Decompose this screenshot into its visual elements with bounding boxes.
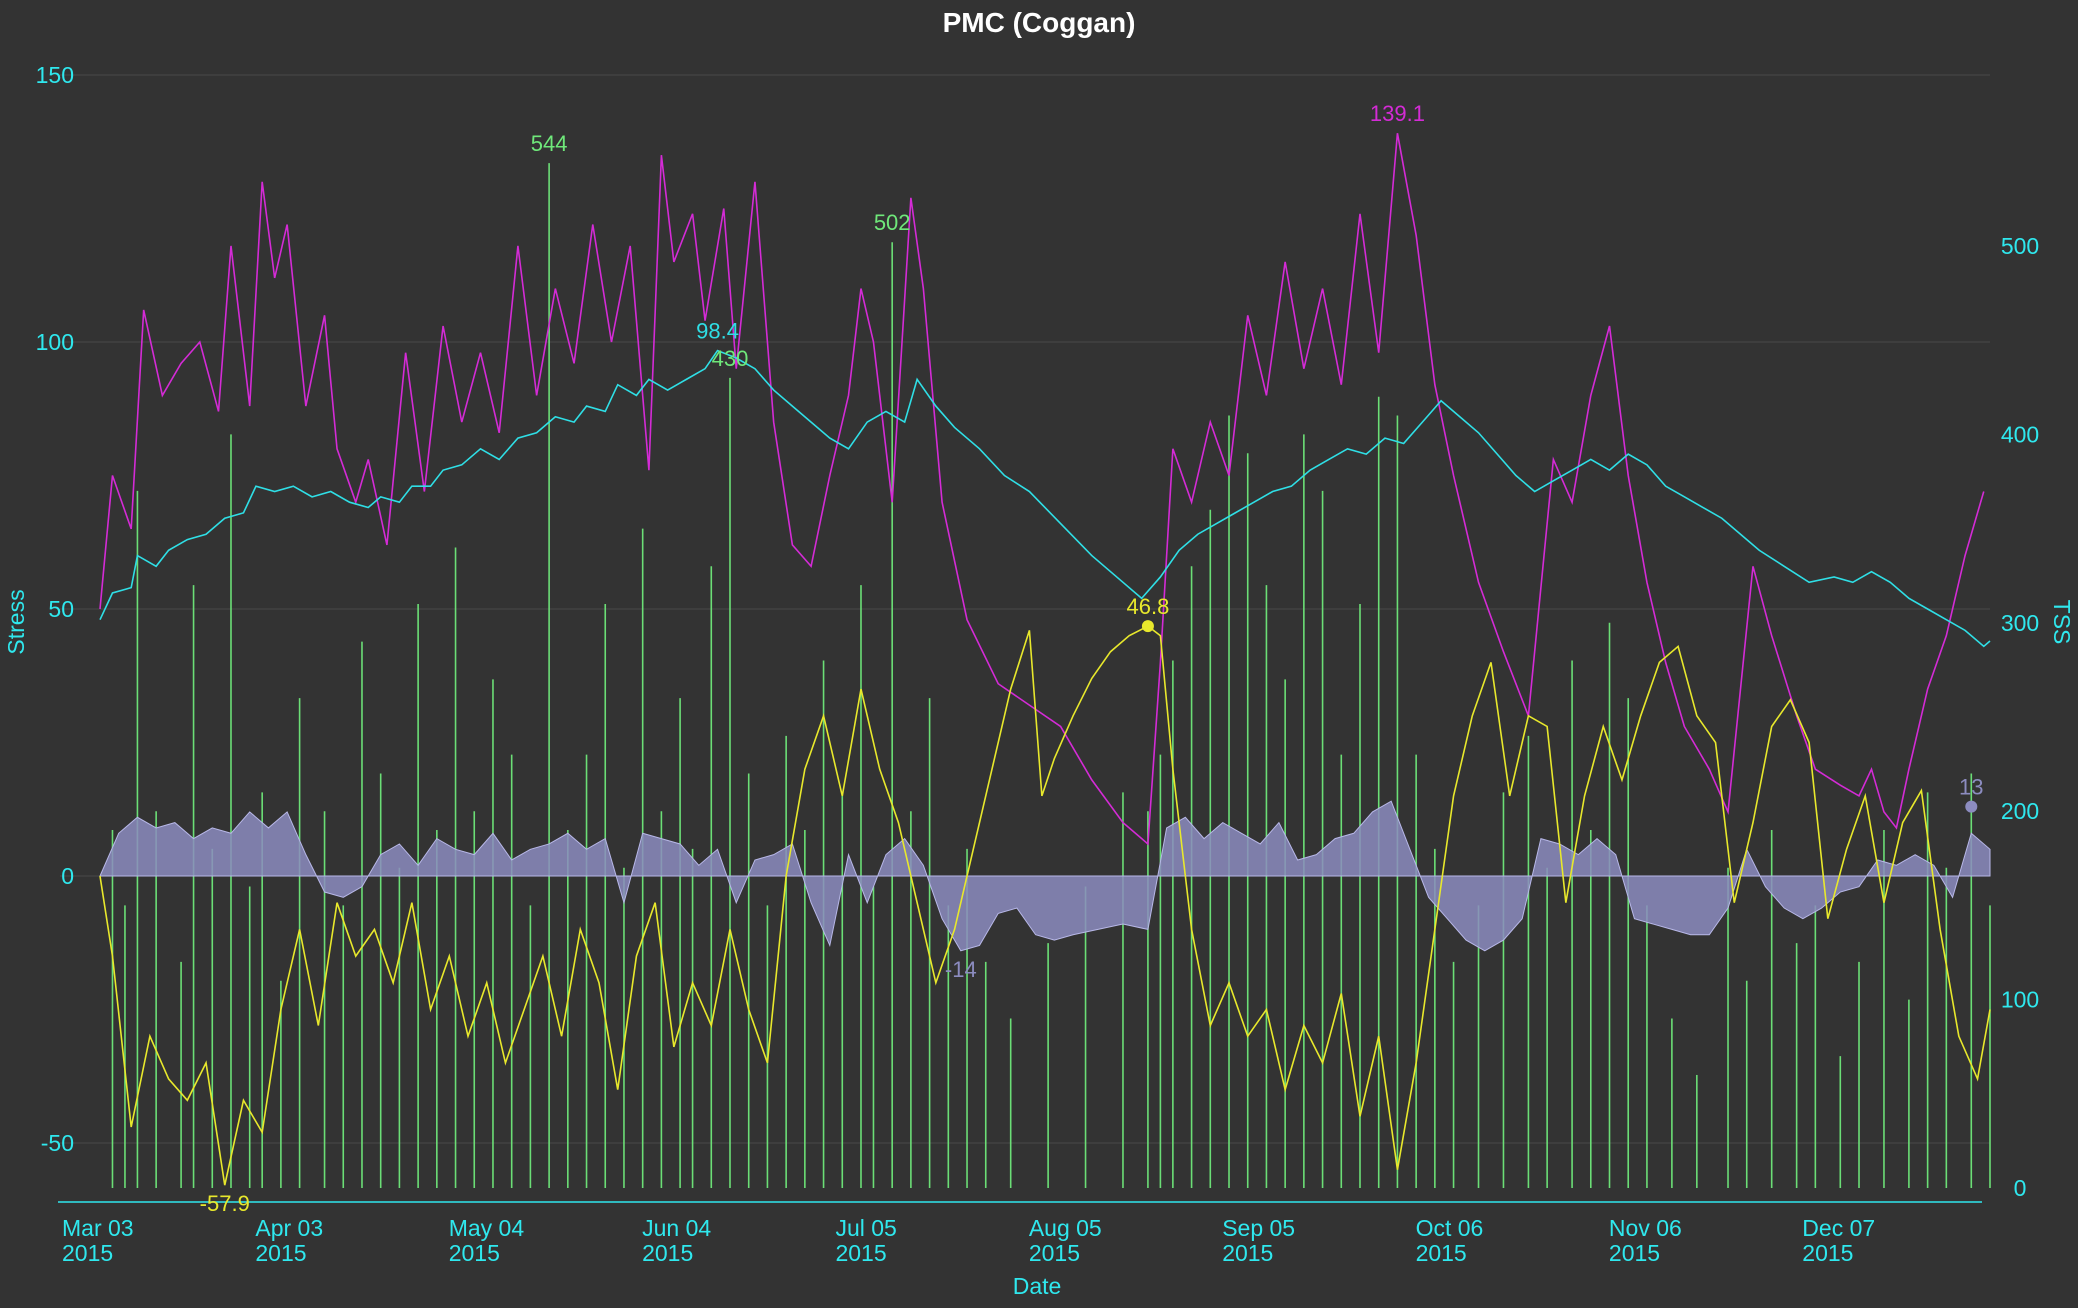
atl-line	[99, 133, 1985, 846]
x-tick-label: Aug 05	[1029, 1215, 1102, 1241]
left-axis-title: Stress	[3, 589, 29, 654]
x-tick-label: May 04	[449, 1215, 525, 1241]
grid	[60, 74, 1990, 1144]
annotation-label: 544	[531, 131, 568, 156]
right-tick-label: 300	[2001, 610, 2039, 636]
x-tick-label: Mar 03	[62, 1215, 134, 1241]
x-tick-label: Jun 04	[642, 1215, 711, 1241]
right-axis-ticks: 0 100 200 300 400 500	[2001, 233, 2039, 1201]
right-tick-label: 100	[2001, 987, 2039, 1013]
ctl-line	[99, 349, 1991, 648]
tss-bars	[111, 163, 1991, 1188]
left-tick-label: 0	[61, 863, 74, 889]
x-tick-year: 2015	[642, 1240, 693, 1266]
right-axis-title: TSS	[2049, 600, 2075, 645]
annotation-label: 502	[874, 210, 911, 235]
x-tick-year: 2015	[1609, 1240, 1660, 1266]
chart-title: PMC (Coggan)	[943, 7, 1136, 38]
x-tick-year: 2015	[449, 1240, 500, 1266]
annotation-marker	[1141, 620, 1154, 633]
ramp-area	[99, 800, 1991, 952]
x-tick-year: 2015	[255, 1240, 306, 1266]
series-lines	[99, 133, 1991, 1186]
annotation-label: 13	[1959, 775, 1983, 800]
left-axis-ticks: -50 0 50 100 150	[36, 62, 74, 1156]
right-tick-label: 400	[2001, 421, 2039, 447]
annotation-label: 98.4	[696, 319, 739, 344]
x-tick-year: 2015	[62, 1240, 113, 1266]
annotation-label: 46.8	[1127, 594, 1170, 619]
annotation-label: 139.1	[1370, 101, 1425, 126]
x-tick-label: Dec 07	[1802, 1215, 1875, 1241]
x-tick-year: 2015	[1029, 1240, 1080, 1266]
x-tick-label: Sep 05	[1222, 1215, 1295, 1241]
annotation-marker	[1965, 800, 1978, 813]
x-axis-title: Date	[1013, 1273, 1062, 1299]
tsb-line	[99, 625, 1991, 1186]
x-tick-year: 2015	[1416, 1240, 1467, 1266]
right-tick-label: 500	[2001, 233, 2039, 259]
ramp-area-path	[99, 800, 1991, 952]
left-tick-label: 50	[48, 596, 74, 622]
annotation-label: -14	[945, 957, 977, 982]
annotation-label: 430	[712, 346, 749, 371]
left-tick-label: -50	[41, 1130, 74, 1156]
x-tick-label: Jul 05	[835, 1215, 896, 1241]
x-tick-year: 2015	[1222, 1240, 1273, 1266]
annotation-label: -57.9	[200, 1191, 250, 1216]
left-tick-label: 100	[36, 329, 74, 355]
x-tick-label: Nov 06	[1609, 1215, 1682, 1241]
left-tick-label: 150	[36, 62, 74, 88]
x-tick-label: Apr 03	[255, 1215, 323, 1241]
right-tick-label: 200	[2001, 798, 2039, 824]
x-tick-label: Oct 06	[1416, 1215, 1484, 1241]
right-tick-label: 0	[2014, 1175, 2027, 1201]
x-tick-year: 2015	[835, 1240, 886, 1266]
x-tick-year: 2015	[1802, 1240, 1853, 1266]
